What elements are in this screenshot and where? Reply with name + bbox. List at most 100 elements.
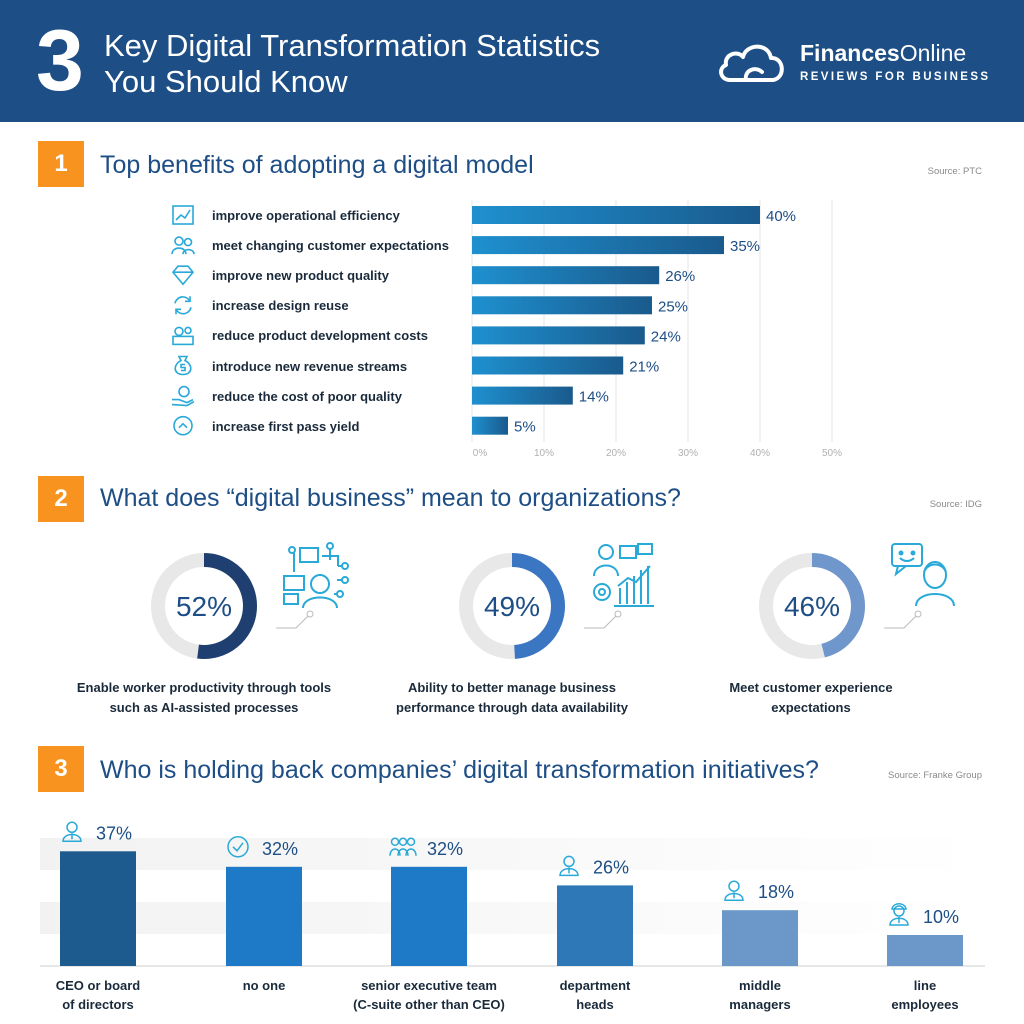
hardhat-icon xyxy=(889,903,909,926)
checkmark-icon xyxy=(227,836,249,858)
benefit-value-label: 26% xyxy=(665,268,695,285)
diamond-icon xyxy=(171,265,195,286)
connector-dot xyxy=(614,610,622,618)
benefit-value-label: 24% xyxy=(651,328,681,345)
benefit-bar xyxy=(472,206,760,224)
benefit-value-label: 21% xyxy=(629,359,659,376)
customers-icon xyxy=(171,236,195,255)
donut-arc xyxy=(759,553,865,659)
donut-1-caption: Enable worker productivity through tools… xyxy=(76,680,332,715)
benefit-value-label: 14% xyxy=(579,389,609,406)
connector-line xyxy=(276,615,309,629)
x-tick-label: 50% xyxy=(822,448,842,459)
benefit-bar xyxy=(472,296,652,315)
benefit-label: improve new product quality xyxy=(212,268,389,284)
x-tick-label: 20% xyxy=(606,448,626,459)
donut-3-caption: Meet customer experience expectations xyxy=(729,680,893,715)
header-title-line2: You Should Know xyxy=(104,64,348,99)
executive-icon xyxy=(62,821,82,843)
holdback-bar xyxy=(391,866,467,966)
chevron-up-circle-icon xyxy=(173,415,193,436)
x-tick-label: 40% xyxy=(750,448,770,459)
section-3-badge: 3 xyxy=(38,746,84,792)
benefit-bar xyxy=(472,266,660,285)
cost-gears-icon xyxy=(172,326,194,346)
holdback-category-label: middle managers xyxy=(729,978,791,1012)
donut-value-label: 49% xyxy=(484,591,540,622)
benefit-label: improve operational efficiency xyxy=(212,208,400,223)
benefit-value-label: 35% xyxy=(730,238,760,255)
holdback-bar xyxy=(60,851,136,966)
benefit-value-label: 5% xyxy=(514,419,536,436)
section-2-source: Source: IDG xyxy=(929,499,982,510)
worker-tools-icon xyxy=(283,542,349,609)
cloud-logo-icon xyxy=(719,44,784,82)
benefit-bar xyxy=(472,356,624,375)
x-tick-label: 30% xyxy=(678,448,698,459)
holdback-value-label: 10% xyxy=(923,907,959,927)
connector-dot xyxy=(306,610,314,618)
header-number: 3 xyxy=(36,13,84,109)
connector-line xyxy=(584,615,617,629)
header-title-line1: Key Digital Transformation Statistics xyxy=(104,28,601,63)
benefit-bar xyxy=(472,386,573,405)
holdback-bar xyxy=(226,866,302,966)
team-icon xyxy=(389,837,417,856)
benefit-value-label: 40% xyxy=(766,208,796,225)
benefit-label: increase design reuse xyxy=(212,298,349,314)
donut-arc xyxy=(459,553,565,659)
holdback-bar xyxy=(557,885,633,966)
background-band xyxy=(40,902,985,934)
benefits-bar-chart: 0% 10% 20% 30% 40% 50% 40% 35% 26% 25% 24% 21% 14% 5% xyxy=(171,200,842,459)
benefit-label: introduce new revenue streams xyxy=(212,358,408,374)
section-3-title: Who is holding back companies’ digital t… xyxy=(100,756,819,784)
benefit-value-label: 25% xyxy=(658,298,688,315)
section-3-source: Source: Franke Group xyxy=(888,770,982,781)
section-1-badge: 1 xyxy=(38,141,84,187)
chart-up-icon xyxy=(172,205,194,225)
benefit-bar xyxy=(472,326,645,345)
connector-dot xyxy=(914,610,922,618)
worker-icon xyxy=(724,880,744,901)
section-1-source: Source: PTC xyxy=(927,166,982,177)
section-1-title: Top benefits of adopting a digital model xyxy=(100,151,534,179)
benefit-bar xyxy=(472,416,508,435)
donut-value-label: 46% xyxy=(784,591,840,622)
holdback-category-label: line employees xyxy=(891,978,959,1012)
customer-chat-icon xyxy=(891,543,955,607)
holdback-value-label: 37% xyxy=(96,823,132,843)
benefit-label: reduce product development costs xyxy=(212,328,428,344)
digital-business-donuts: 52% 49% 46% xyxy=(151,542,955,659)
brand-name: FinancesOnline xyxy=(800,40,967,66)
header-banner: 3 Key Digital Transformation Statistics … xyxy=(0,0,1024,122)
holdback-value-label: 32% xyxy=(262,839,298,859)
holdback-value-label: 18% xyxy=(758,882,794,902)
holdback-category-label: CEO or board of directors xyxy=(55,978,141,1012)
holdback-bar xyxy=(722,910,798,966)
brand-tagline: REVIEWS FOR BUSINESS xyxy=(800,71,991,83)
connector-line xyxy=(884,615,917,629)
benefit-label: meet changing customer expectations xyxy=(212,238,449,254)
benefit-label: reduce the cost of poor quality xyxy=(212,388,402,404)
holdback-category-label: no one xyxy=(242,978,286,993)
donut-2-caption: Ability to better manage business perform… xyxy=(396,680,628,715)
donut-arc xyxy=(151,553,257,659)
manager-icon xyxy=(559,855,579,877)
donut-value-label: 52% xyxy=(176,591,232,622)
section-2-title: What does “digital business” mean to org… xyxy=(100,484,681,512)
x-tick-label: 10% xyxy=(534,448,554,459)
holdback-bar xyxy=(887,935,963,966)
background-band xyxy=(40,838,985,870)
benefit-label: increase first pass yield xyxy=(212,418,360,434)
money-bag-icon xyxy=(174,355,192,376)
holdback-value-label: 32% xyxy=(427,839,463,859)
hand-coin-icon xyxy=(171,385,195,407)
section-2-badge: 2 xyxy=(38,476,84,522)
recycle-icon xyxy=(174,296,192,315)
holdback-category-label: department heads xyxy=(559,978,631,1012)
benefit-bar xyxy=(472,236,724,255)
analyst-charts-icon xyxy=(593,543,654,607)
holdback-value-label: 26% xyxy=(593,857,629,877)
x-tick-label: 0% xyxy=(473,448,488,459)
